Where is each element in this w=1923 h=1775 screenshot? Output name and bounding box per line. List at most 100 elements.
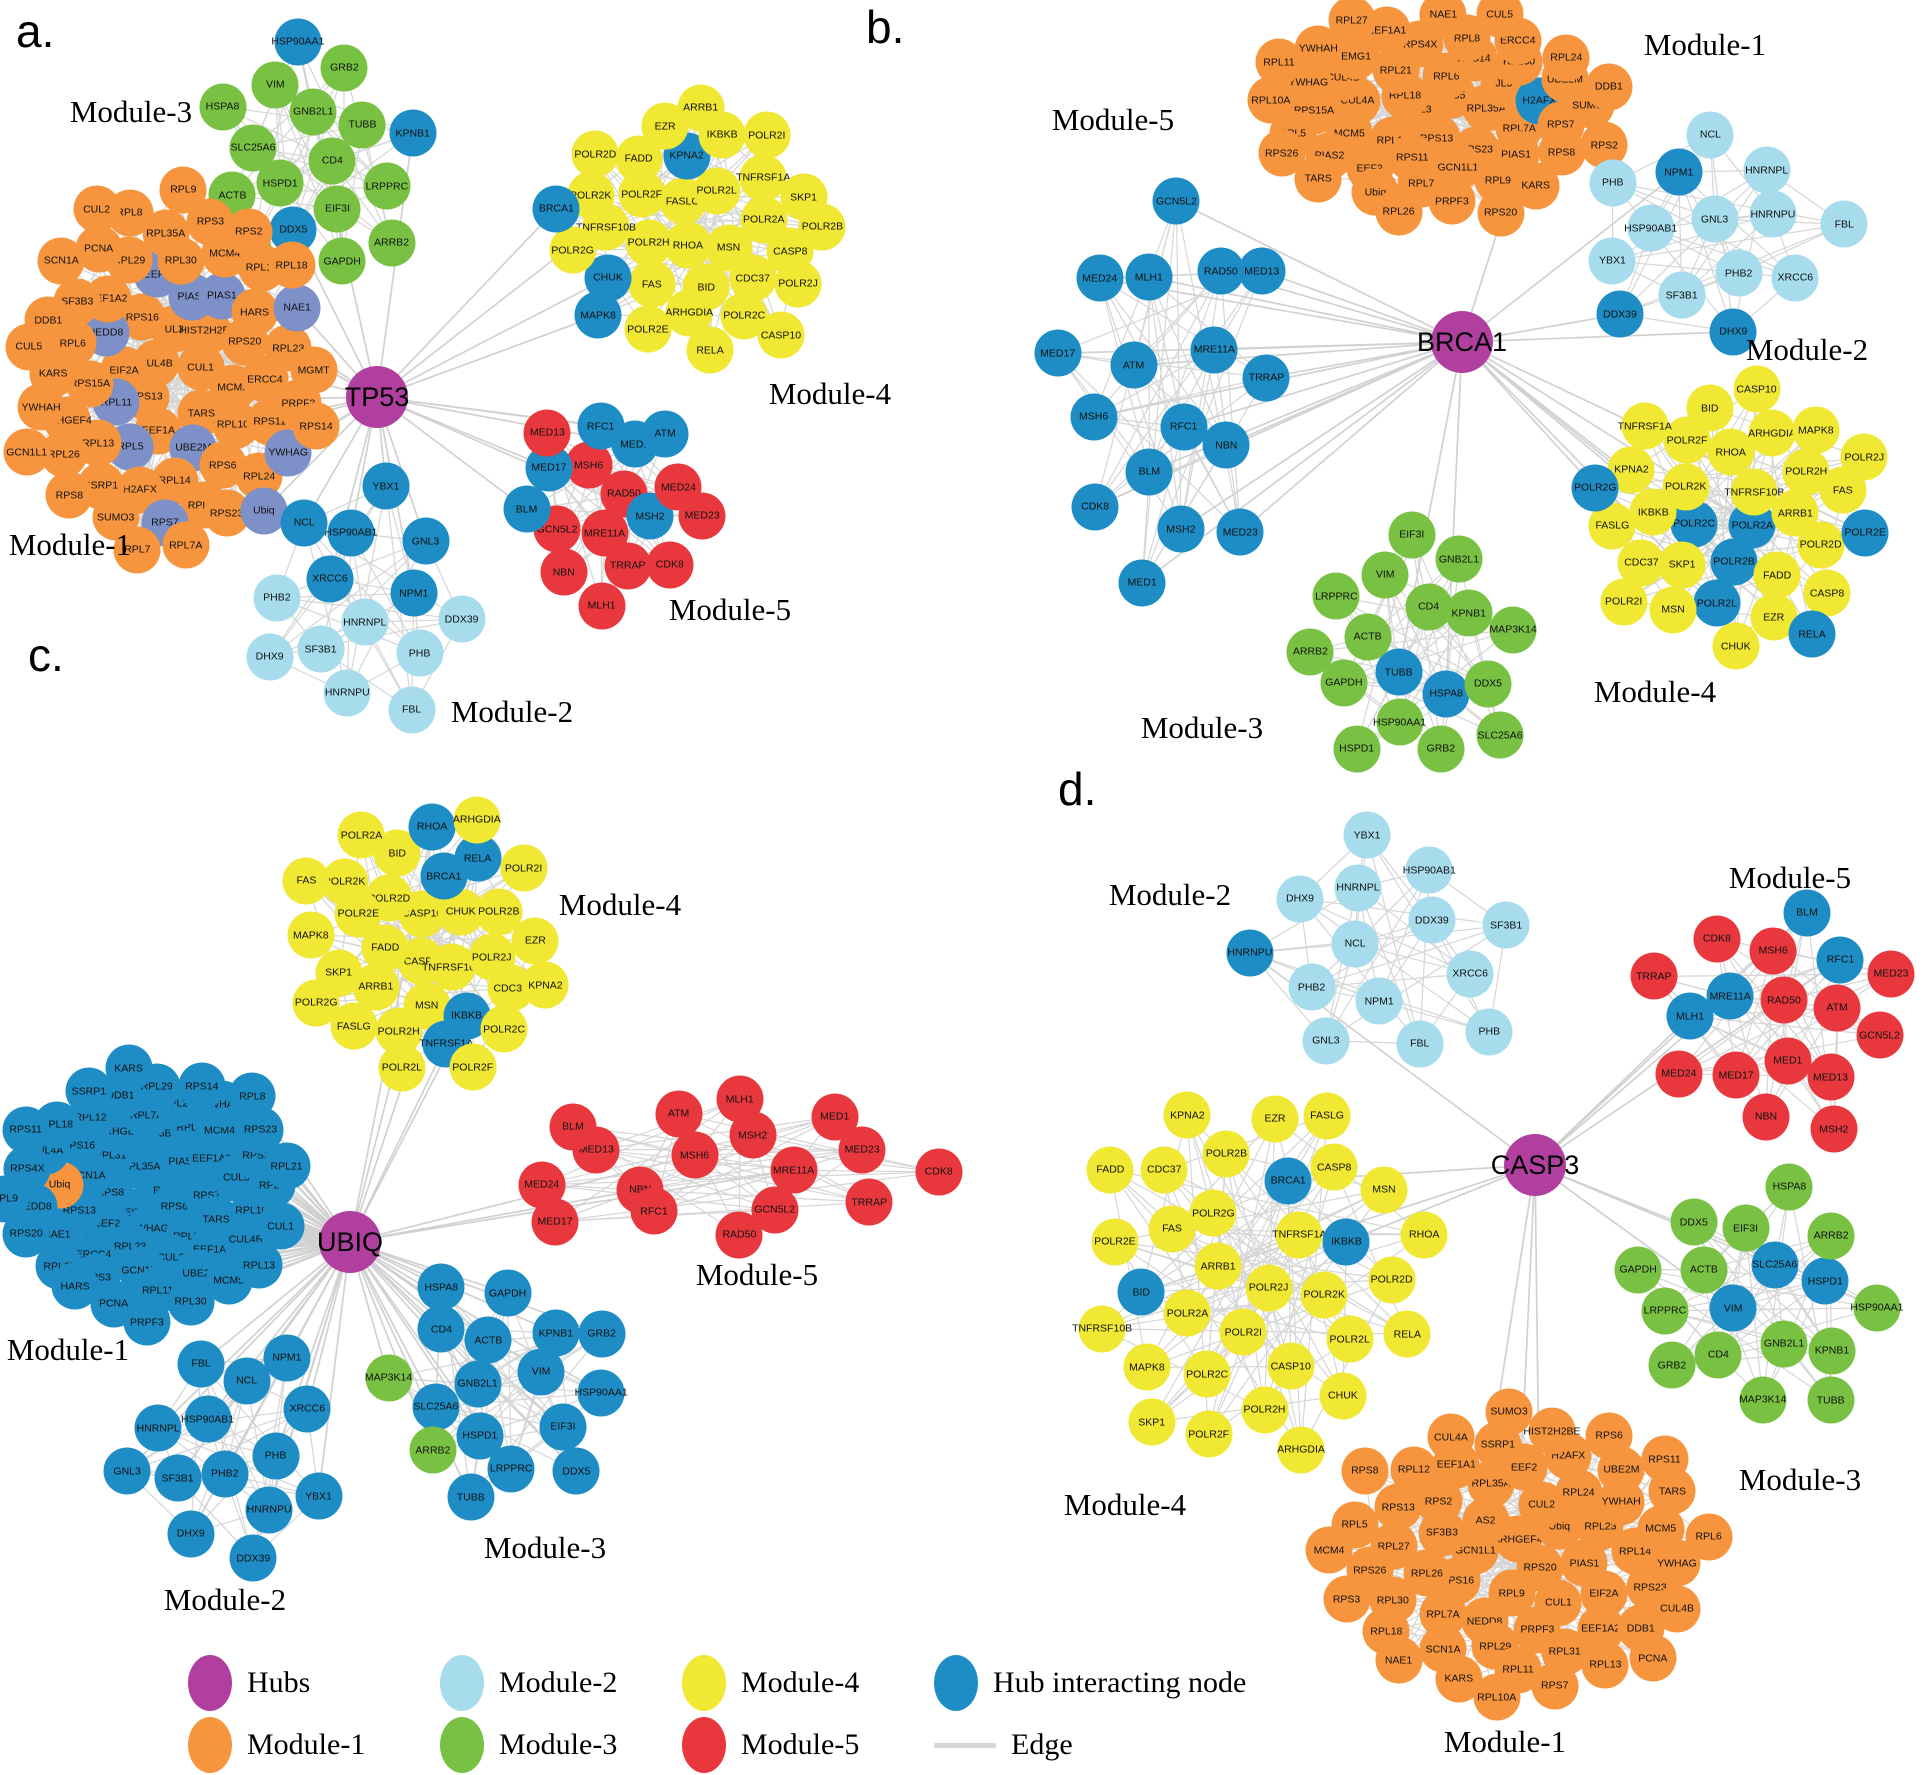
hub-tp53[interactable]: TP53: [345, 366, 409, 428]
node-hsp90ab1[interactable]: HSP90AB1: [1624, 204, 1677, 252]
node-rps20[interactable]: RPS20: [2, 1210, 50, 1258]
node-slc25a6[interactable]: SLC25A6: [412, 1383, 460, 1431]
node-phb[interactable]: PHB: [252, 1432, 300, 1480]
node-cul5[interactable]: CUL5: [1476, 0, 1524, 38]
node-slc25a6[interactable]: SLC25A6: [1751, 1241, 1799, 1289]
node-med1[interactable]: MED1: [1764, 1037, 1812, 1085]
node-ncl[interactable]: NCL: [280, 499, 328, 547]
node-tnfrsf10b[interactable]: TNFRSF10B: [1072, 1305, 1132, 1353]
node-med1[interactable]: MED1: [811, 1093, 859, 1141]
node-fadd[interactable]: FADD: [1753, 551, 1801, 599]
node-fas[interactable]: FAS: [282, 857, 330, 905]
node-rpl21[interactable]: RPL21: [263, 1142, 311, 1190]
node-npm1[interactable]: NPM1: [1355, 977, 1403, 1025]
node-ezr[interactable]: EZR: [1750, 593, 1798, 641]
node-rps26[interactable]: RPS26: [1258, 129, 1306, 177]
node-mgmt[interactable]: MGMT: [290, 346, 338, 394]
node-polr2j[interactable]: POLR2J: [1245, 1264, 1293, 1312]
node-ssrp1[interactable]: SSRP1: [65, 1067, 113, 1115]
node-cd4[interactable]: CD4: [1405, 583, 1453, 631]
node-polr2g[interactable]: POLR2G: [1189, 1189, 1237, 1237]
node-blm[interactable]: BLM: [549, 1103, 597, 1151]
node-phb[interactable]: PHB: [1465, 1008, 1513, 1056]
node-hspa8[interactable]: HSPA8: [1422, 670, 1470, 718]
node-nae1[interactable]: NAE1: [1419, 0, 1467, 39]
node-casp10[interactable]: CASP10: [757, 311, 805, 359]
node-polr2h[interactable]: POLR2H: [1782, 448, 1830, 496]
node-ywhag[interactable]: YWHAG: [1653, 1539, 1701, 1587]
node-mapk8[interactable]: MAPK8: [287, 911, 335, 959]
node-tnfrsf1a[interactable]: TNFRSF1A: [736, 154, 790, 202]
node-gnl3[interactable]: GNL3: [103, 1447, 151, 1495]
node-ddx39[interactable]: DDX39: [1596, 290, 1644, 338]
node-hsp90ab1[interactable]: HSP90AB1: [181, 1395, 234, 1443]
node-polr2f[interactable]: POLR2F: [449, 1043, 497, 1091]
node-vim[interactable]: VIM: [1709, 1284, 1757, 1332]
node-polr2j[interactable]: POLR2J: [1840, 433, 1888, 481]
node-gcn5l2[interactable]: GCN5L2: [1152, 177, 1200, 225]
node-fas[interactable]: FAS: [1148, 1205, 1196, 1253]
node-grb2[interactable]: GRB2: [1417, 725, 1465, 773]
node-kpna2[interactable]: KPNA2: [1607, 446, 1655, 494]
node-ddb1[interactable]: DDB1: [1585, 63, 1633, 111]
node-polr2j[interactable]: POLR2J: [774, 260, 822, 308]
node-atm[interactable]: ATM: [641, 410, 689, 458]
node-hsp90aa1[interactable]: HSP90AA1: [1850, 1284, 1903, 1332]
node-cdk8[interactable]: CDK8: [915, 1148, 963, 1196]
node-polr2b[interactable]: POLR2B: [798, 203, 846, 251]
node-polr2i[interactable]: POLR2I: [743, 111, 791, 159]
node-rpl26[interactable]: RPL26: [1375, 188, 1423, 236]
node-polr2g[interactable]: POLR2G: [549, 226, 597, 274]
node-gnl3[interactable]: GNL3: [1691, 195, 1739, 243]
node-gnl3[interactable]: GNL3: [402, 517, 449, 565]
node-arhgdia[interactable]: ARHGDIA: [453, 796, 501, 844]
node-polr2g[interactable]: POLR2G: [292, 979, 340, 1027]
node-blm[interactable]: BLM: [1125, 448, 1173, 496]
node-ywhah[interactable]: YWHAH: [17, 383, 65, 431]
node-rps8[interactable]: RPS8: [45, 471, 93, 519]
node-hsp90aa1[interactable]: HSP90AA1: [271, 18, 324, 66]
node-arrb2[interactable]: ARRB2: [1807, 1212, 1855, 1260]
node-msh6[interactable]: MSH6: [671, 1131, 719, 1179]
node-polr2f[interactable]: POLR2F: [1185, 1410, 1233, 1458]
node-polr2e[interactable]: POLR2E: [624, 305, 672, 353]
node-bid[interactable]: BID: [1686, 384, 1734, 432]
node-rfc1[interactable]: RFC1: [1816, 936, 1864, 984]
node-hsp90aa1[interactable]: HSP90AA1: [575, 1369, 628, 1417]
node-kpnb1[interactable]: KPNB1: [389, 109, 437, 157]
node-hsp90aa1[interactable]: HSP90AA1: [1373, 698, 1426, 746]
node-phb2[interactable]: PHB2: [253, 574, 301, 622]
node-rpl13[interactable]: RPL13: [235, 1241, 283, 1289]
node-trrap[interactable]: TRRAP: [1242, 354, 1290, 402]
node-map3k14[interactable]: MAP3K14: [365, 1354, 412, 1402]
node-hsp90ab1[interactable]: HSP90AB1: [324, 509, 378, 557]
node-slc25a6[interactable]: SLC25A6: [1476, 711, 1524, 759]
node-gapdh[interactable]: GAPDH: [1614, 1246, 1662, 1294]
node-cul4a[interactable]: CUL4A: [1427, 1413, 1475, 1461]
hub-brca1[interactable]: BRCA1: [1417, 311, 1507, 373]
node-xrcc6[interactable]: XRCC6: [283, 1385, 331, 1433]
node-atm[interactable]: ATM: [1813, 984, 1861, 1032]
node-mlh1[interactable]: MLH1: [578, 582, 626, 630]
node-mapk8[interactable]: MAPK8: [1123, 1343, 1171, 1391]
node-mcm4[interactable]: MCM4: [1305, 1526, 1353, 1574]
node-skp1[interactable]: SKP1: [1658, 541, 1706, 589]
node-rhoa[interactable]: RHOA: [1400, 1211, 1448, 1259]
node-arrb2[interactable]: ARRB2: [368, 219, 416, 267]
node-cdc37[interactable]: CDC37: [1617, 539, 1665, 586]
node-fbl[interactable]: FBL: [1396, 1020, 1444, 1068]
node-gapdh[interactable]: GAPDH: [484, 1269, 532, 1317]
node-mapk8[interactable]: MAPK8: [1792, 406, 1840, 454]
node-hnrnpl[interactable]: HNRNPL: [1334, 864, 1382, 912]
node-med13[interactable]: MED13: [1238, 247, 1286, 295]
node-ybx1[interactable]: YBX1: [362, 462, 410, 510]
node-rad50[interactable]: RAD50: [715, 1211, 763, 1259]
node-rps20[interactable]: RPS20: [1477, 189, 1525, 237]
node-actb[interactable]: ACTB: [1680, 1246, 1728, 1294]
node-mlh1[interactable]: MLH1: [1125, 253, 1173, 301]
node-bid[interactable]: BID: [1117, 1268, 1165, 1316]
node-arrb2[interactable]: ARRB2: [1286, 628, 1334, 676]
node-med17[interactable]: MED17: [531, 1198, 579, 1246]
node-rela[interactable]: RELA: [686, 326, 734, 374]
node-grb2[interactable]: GRB2: [320, 44, 368, 92]
